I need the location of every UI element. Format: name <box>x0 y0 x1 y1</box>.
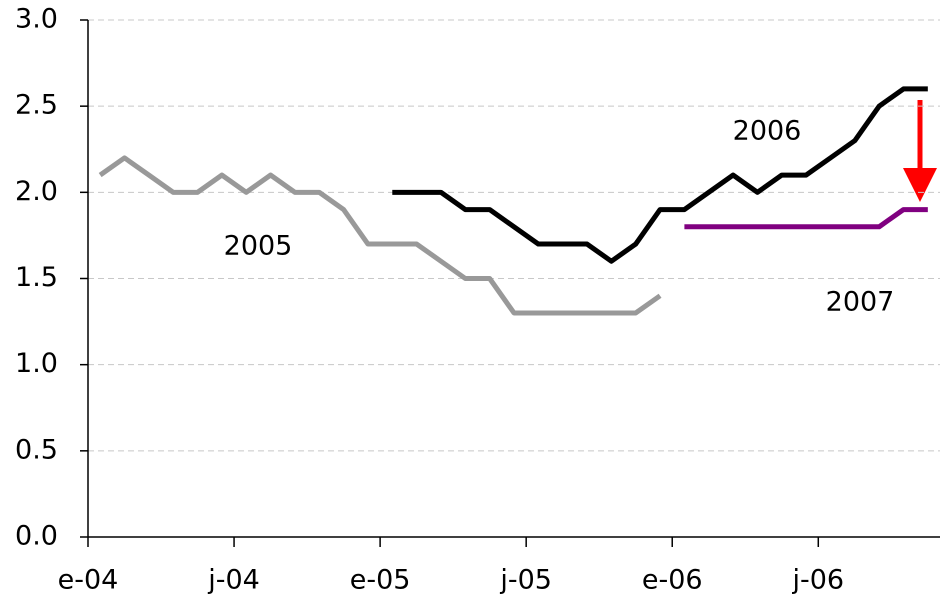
x-tick-label: j-06 <box>791 565 844 596</box>
annotation-arrow-head <box>903 168 937 202</box>
y-tick-label: 0.5 <box>15 434 58 465</box>
series-label: 2005 <box>224 231 293 262</box>
series-label: 2006 <box>733 116 802 147</box>
y-tick-label: 1.0 <box>15 348 58 379</box>
x-tick-label: e-06 <box>642 565 703 596</box>
y-tick-label: 3.0 <box>15 4 58 35</box>
series-label: 2007 <box>826 287 895 318</box>
x-tick-label: e-04 <box>58 565 119 596</box>
x-tick-label: j-05 <box>499 565 552 596</box>
y-tick-label: 0.0 <box>15 521 58 552</box>
line-series <box>392 86 928 264</box>
y-tick-label: 2.0 <box>15 176 58 207</box>
y-tick-label: 1.5 <box>15 262 58 293</box>
line-series <box>684 207 928 230</box>
x-tick-label: j-04 <box>207 565 260 596</box>
y-tick-label: 2.5 <box>15 90 58 121</box>
line-series <box>98 155 662 316</box>
x-tick-label: e-05 <box>350 565 411 596</box>
